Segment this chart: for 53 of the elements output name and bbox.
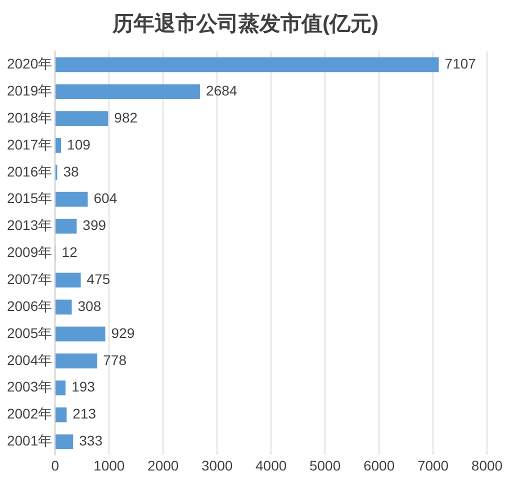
y-tick-label: 2019年	[6, 82, 52, 98]
data-label: 193	[72, 378, 96, 395]
data-label: 109	[67, 136, 91, 152]
bar	[56, 57, 439, 72]
x-tick-label: 5000	[309, 457, 341, 474]
y-tick-label: 2005年	[6, 324, 52, 341]
bar	[56, 407, 67, 422]
bar	[56, 192, 88, 207]
bar	[56, 138, 62, 153]
data-label: 604	[94, 190, 118, 206]
y-tick-label: 2009年	[6, 244, 52, 260]
bar	[56, 380, 66, 396]
y-tick-label: 2018年	[6, 109, 52, 126]
x-tick-label: 1000	[94, 457, 125, 474]
data-label: 2684	[206, 82, 238, 98]
bar	[56, 434, 74, 450]
data-label: 12	[62, 244, 78, 260]
y-tick-label: 2016年	[6, 163, 52, 180]
y-tick-label: 2003年	[6, 378, 52, 395]
data-label: 333	[79, 432, 103, 449]
x-tick-label: 0	[51, 457, 60, 474]
data-label: 778	[103, 352, 127, 368]
data-label: 929	[111, 324, 135, 341]
y-tick-label: 2004年	[6, 352, 52, 368]
y-tick-label: 2007年	[6, 270, 52, 287]
y-tick-label: 2020年	[6, 56, 52, 72]
bar	[56, 326, 106, 342]
x-tick-label: 6000	[363, 457, 395, 474]
bar	[56, 111, 108, 126]
y-tick-label: 2002年	[6, 406, 52, 422]
data-label: 475	[86, 270, 110, 287]
x-tick-label: 7000	[417, 457, 449, 474]
chart-title: 历年退市公司蒸发市值(亿元)	[112, 11, 378, 36]
bar	[56, 300, 72, 314]
x-tick-label: 4000	[255, 457, 287, 474]
x-tick-label: 2000	[148, 457, 179, 474]
y-tick-label: 2015年	[6, 190, 52, 206]
bar	[56, 272, 81, 288]
bar	[56, 218, 77, 234]
y-tick-label: 2006年	[6, 298, 52, 314]
x-tick-label: 8000	[471, 457, 503, 474]
bar	[56, 354, 98, 368]
bar	[56, 84, 200, 100]
x-tick-label: 3000	[202, 457, 233, 474]
data-label: 308	[78, 298, 102, 314]
data-label: 38	[63, 163, 79, 180]
data-label: 7107	[444, 56, 476, 72]
y-tick-label: 2017年	[6, 136, 52, 152]
data-label: 982	[114, 109, 138, 126]
data-label: 399	[82, 217, 106, 234]
data-label: 213	[72, 406, 96, 422]
y-tick-label: 2001年	[6, 432, 52, 449]
y-tick-label: 2013年	[6, 217, 52, 234]
